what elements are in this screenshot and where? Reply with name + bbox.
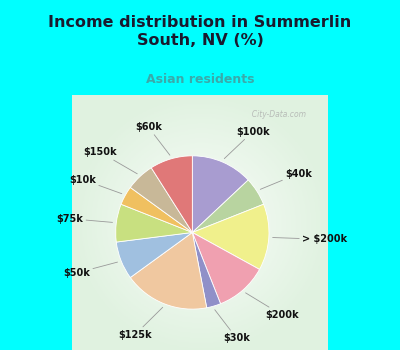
Text: Income distribution in Summerlin
South, NV (%): Income distribution in Summerlin South, … [48,15,352,48]
Text: $75k: $75k [56,214,112,224]
Wedge shape [116,232,192,278]
Text: $50k: $50k [63,262,118,278]
Text: $30k: $30k [215,310,250,343]
Text: $10k: $10k [69,175,122,194]
Wedge shape [116,204,192,242]
Wedge shape [151,156,192,232]
Wedge shape [192,232,220,308]
Text: > $200k: > $200k [273,234,347,244]
Wedge shape [130,232,207,309]
Text: $60k: $60k [135,122,170,155]
Wedge shape [192,232,260,304]
Text: $40k: $40k [260,169,312,189]
Wedge shape [192,156,248,232]
Wedge shape [130,168,192,232]
Text: $125k: $125k [118,307,163,340]
Text: $150k: $150k [84,147,137,174]
Wedge shape [192,180,264,232]
Text: $100k: $100k [224,127,270,159]
Wedge shape [121,187,192,232]
Wedge shape [192,204,269,270]
Text: Asian residents: Asian residents [146,73,254,86]
Text: City-Data.com: City-Data.com [247,111,306,119]
Text: $200k: $200k [246,293,299,320]
